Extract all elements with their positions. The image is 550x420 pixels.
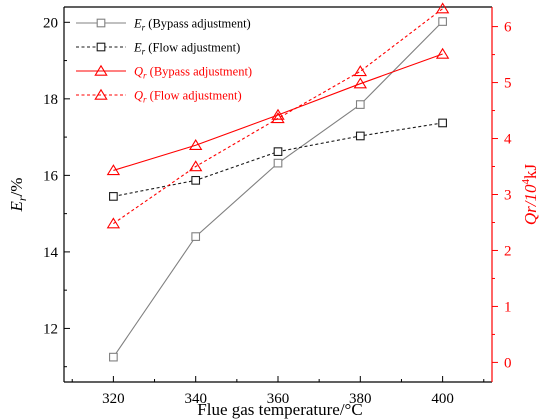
data-point bbox=[353, 65, 368, 77]
y-right-tick-label: 5 bbox=[504, 76, 512, 92]
data-point bbox=[435, 2, 450, 14]
legend-marker bbox=[94, 88, 108, 100]
data-point bbox=[438, 17, 447, 26]
legend-marker bbox=[94, 64, 108, 76]
legend-label: Er (Flow adjustment) bbox=[133, 41, 240, 57]
data-point bbox=[273, 158, 283, 168]
data-point bbox=[109, 192, 118, 201]
data-point bbox=[191, 175, 201, 185]
y-right-axis-label: Qr/104kJ bbox=[520, 164, 540, 226]
x-axis-label: Flue gas temperature/°C bbox=[197, 400, 362, 419]
legend-item: Qr (Bypass adjustment) bbox=[76, 65, 252, 81]
y-left-axis-label: Er/% bbox=[7, 178, 29, 213]
x-tick-label: 360 bbox=[267, 391, 290, 407]
series-2 bbox=[106, 47, 450, 176]
x-tick-label: 320 bbox=[102, 391, 125, 407]
data-point bbox=[271, 108, 285, 120]
series-3 bbox=[106, 2, 450, 229]
legend-item: Qr (Flow adjustment) bbox=[76, 89, 242, 105]
plot-frame bbox=[63, 6, 493, 383]
y-left-tick-label: 20 bbox=[43, 15, 58, 31]
data-point bbox=[191, 232, 201, 241]
x-tick-label: 380 bbox=[349, 391, 372, 407]
x-tick-label: 340 bbox=[184, 391, 207, 407]
data-point bbox=[106, 217, 121, 229]
series-0 bbox=[109, 17, 447, 362]
data-point bbox=[109, 352, 118, 362]
y-right-axis: 0 1 2 3 4 5 6 bbox=[492, 20, 512, 371]
y-left-tick-label: 14 bbox=[43, 245, 59, 261]
series-line bbox=[113, 53, 443, 171]
data-point bbox=[188, 160, 203, 172]
legend-label: Qr (Bypass adjustment) bbox=[134, 65, 252, 81]
data-point bbox=[435, 47, 450, 59]
data-point bbox=[438, 118, 447, 128]
data-point bbox=[355, 131, 365, 141]
y-right-tick-label: 0 bbox=[504, 355, 512, 371]
y-left-tick-label: 16 bbox=[43, 168, 59, 184]
y-left-tick-label: 18 bbox=[43, 92, 58, 108]
y-left-axis: 12 14 16 18 20 bbox=[43, 15, 70, 368]
legend-item: Er (Flow adjustment) bbox=[76, 41, 240, 57]
x-tick-label: 400 bbox=[431, 391, 454, 407]
legend: Er (Bypass adjustment) Er (Flow adjustmen… bbox=[76, 17, 252, 105]
y-right-tick-label: 2 bbox=[504, 243, 512, 259]
y-right-tick-label: 3 bbox=[504, 188, 512, 204]
data-point bbox=[273, 147, 283, 156]
data-point bbox=[271, 112, 285, 124]
legend-marker bbox=[96, 18, 106, 28]
y-right-tick-label: 1 bbox=[504, 299, 512, 315]
series-layer bbox=[106, 2, 450, 362]
data-point bbox=[106, 164, 121, 176]
data-point bbox=[188, 138, 203, 150]
data-point bbox=[355, 100, 365, 109]
legend-item: Er (Bypass adjustment) bbox=[76, 17, 251, 33]
y-right-tick-label: 6 bbox=[504, 20, 512, 36]
y-right-tick-label: 4 bbox=[504, 132, 512, 148]
data-point bbox=[353, 77, 368, 89]
legend-label: Er (Bypass adjustment) bbox=[133, 17, 251, 33]
axis-labels: Flue gas temperature/°C Er/% Qr/104kJ bbox=[7, 164, 540, 420]
x-axis: 320 340 360 380 400 bbox=[71, 376, 485, 407]
y-left-tick-label: 12 bbox=[43, 321, 58, 337]
series-line bbox=[113, 8, 443, 225]
legend-label: Qr (Flow adjustment) bbox=[134, 89, 242, 105]
legend-marker bbox=[96, 42, 106, 52]
